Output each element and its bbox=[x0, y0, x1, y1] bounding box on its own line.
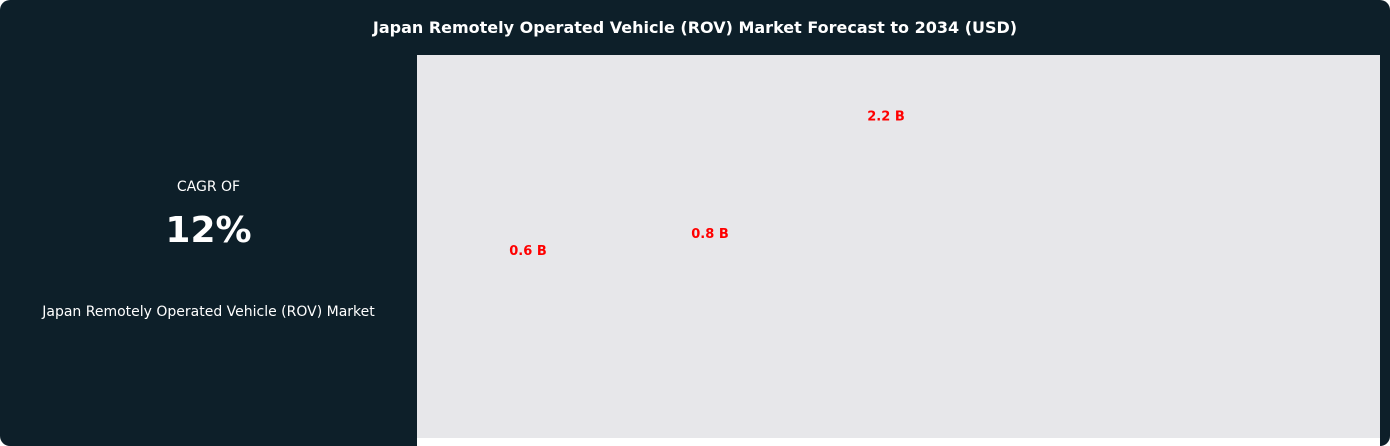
chart-svg: 0.6 B 0.8 B 2.2 B bbox=[509, 110, 904, 259]
chart-title: Japan Remotely Operated Vehicle (ROV) Ma… bbox=[372, 18, 1018, 37]
data-label: 0.6 B bbox=[509, 244, 546, 259]
market-name: Japan Remotely Operated Vehicle (ROV) Ma… bbox=[42, 304, 375, 320]
data-label: 0.8 B bbox=[691, 227, 728, 242]
plot-bottom-strip bbox=[417, 438, 1380, 446]
cagr-value: 12% bbox=[165, 210, 252, 251]
plot-area: 0.6 B 0.8 B 2.2 B bbox=[417, 55, 1380, 438]
data-label: 2.2 B bbox=[867, 110, 904, 125]
cagr-panel: CAGR OF 12% Japan Remotely Operated Vehi… bbox=[0, 55, 417, 446]
cagr-label: CAGR OF bbox=[176, 179, 241, 195]
